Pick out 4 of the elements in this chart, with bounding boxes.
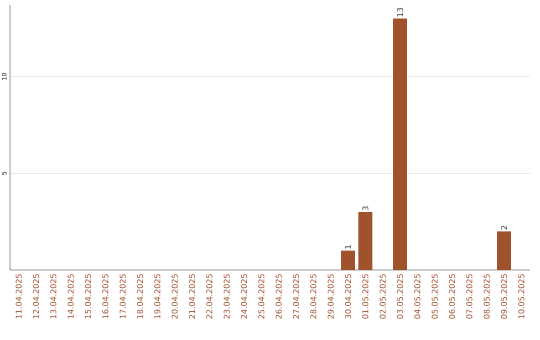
bar: [497, 231, 512, 270]
bar: [393, 18, 408, 270]
bar: [341, 250, 356, 270]
bar: [358, 212, 372, 270]
